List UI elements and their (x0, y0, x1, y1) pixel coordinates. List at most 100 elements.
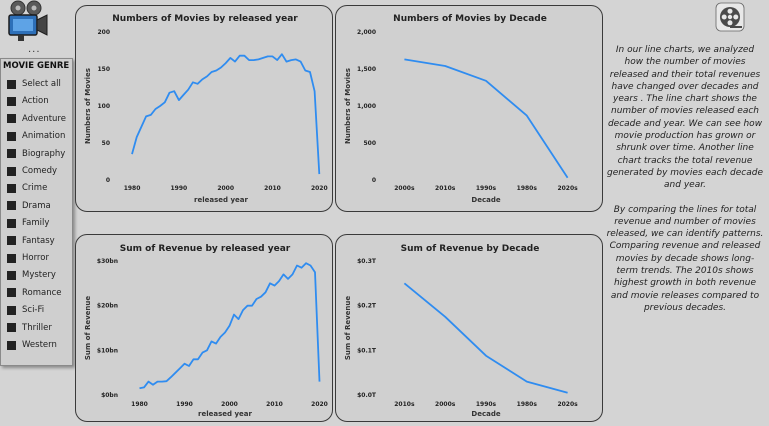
slicer-item-label: Thriller (22, 322, 52, 333)
slicer-item-label: Western (22, 340, 57, 350)
slicer-title: MOVIE GENRE (3, 61, 70, 71)
checkbox[interactable] (7, 253, 16, 263)
x-tick-label: 1990 (176, 401, 193, 408)
y-axis-label: Sum of Revenue (84, 296, 92, 360)
checkbox[interactable] (7, 305, 16, 315)
chart-revenue-by-decade[interactable]: Sum of Revenue by Decade $0.0T $0.1T $0.2T $… (335, 234, 603, 422)
checkbox[interactable] (7, 79, 16, 89)
checkbox[interactable] (7, 166, 16, 176)
x-tick-label: 2010 (264, 185, 281, 192)
y-tick-label: 2,000 (357, 29, 376, 36)
x-tick-label: 1990s (476, 185, 497, 192)
x-tick-label: 2020 (311, 401, 328, 408)
x-tick-label: 2000 (221, 401, 238, 408)
x-tick-label: 1990 (171, 185, 188, 192)
y-tick-label: 1,000 (357, 103, 376, 110)
checkbox[interactable] (7, 323, 16, 333)
x-tick-label: 1980 (124, 185, 141, 192)
chart-title: Numbers of Movies by Decade (393, 14, 547, 24)
slicer-item-adventure[interactable]: Adventure (7, 112, 66, 126)
slicer-item-label: Animation (22, 131, 66, 142)
x-axis-label: released year (198, 410, 252, 418)
x-tick-label: 1990s (476, 401, 497, 408)
checkbox[interactable] (7, 96, 16, 106)
x-tick-label: 2010 (266, 401, 283, 408)
y-tick-label: 200 (97, 29, 110, 36)
chart-title: Numbers of Movies by released year (112, 14, 298, 24)
checkbox[interactable] (7, 288, 16, 298)
slicer-item-label: Select all (22, 79, 61, 89)
slicer-item-biography[interactable]: Biography (7, 147, 65, 161)
x-tick-label: 1980s (517, 401, 538, 408)
x-tick-label: 2010s (435, 185, 456, 192)
chart-revenue-by-year[interactable]: Sum of Revenue by released year $0bn $10bn… (75, 234, 333, 422)
y-tick-label: 150 (97, 66, 110, 73)
x-tick-label: 2010s (394, 401, 415, 408)
y-tick-label: $10bn (97, 347, 118, 354)
slicer-item-action[interactable]: Action (7, 94, 49, 108)
checkbox[interactable] (7, 340, 16, 350)
checkbox[interactable] (7, 149, 16, 159)
genre-slicer: MOVIE GENRE Select all Action Adventure … (0, 58, 73, 366)
slicer-item-label: Fantasy (22, 235, 55, 246)
slicer-item-label: Mystery (22, 270, 56, 281)
movie-camera-icon (4, 0, 50, 42)
slicer-item-family[interactable]: Family (7, 216, 49, 230)
checkbox[interactable] (7, 131, 16, 141)
slicer-item-western[interactable]: Western (7, 338, 57, 352)
y-axis-label: Sum of Revenue (344, 296, 352, 360)
slicer-item-fantasy[interactable]: Fantasy (7, 234, 55, 248)
slicer-item-select-all[interactable]: Select all (7, 77, 61, 91)
x-axis-label: released year (194, 196, 248, 204)
y-tick-label: 1,500 (357, 66, 376, 73)
x-tick-label: 2020s (557, 185, 578, 192)
slicer-item-label: Sci-Fi (22, 305, 45, 316)
y-axis-label: Numbers of Movies (84, 68, 92, 144)
slicer-item-drama[interactable]: Drama (7, 199, 51, 213)
chart-movies-by-year[interactable]: Numbers of Movies by released year 0 50 100… (75, 5, 333, 212)
x-axis-label: Decade (471, 196, 500, 204)
slicer-item-label: Crime (22, 183, 48, 194)
slicer-item-horror[interactable]: Horror (7, 251, 49, 265)
chart-movies-by-year-plot: Numbers of Movies by released year 0 50 100… (84, 14, 328, 204)
checkbox[interactable] (7, 218, 16, 228)
slicer-item-crime[interactable]: Crime (7, 181, 47, 195)
checkbox[interactable] (7, 270, 16, 280)
y-tick-label: 0 (372, 177, 376, 184)
checkbox[interactable] (7, 183, 16, 193)
x-tick-label: 2000s (435, 401, 456, 408)
slicer-item-mystery[interactable]: Mystery (7, 268, 56, 282)
chart-title: Sum of Revenue by Decade (401, 244, 540, 254)
slicer-item-label: Adventure (22, 113, 66, 124)
slicer-item-label: Biography (22, 148, 66, 159)
description-paragraph-2: By comparing the lines for total revenue… (606, 204, 764, 313)
more-options-button[interactable]: ... (28, 44, 41, 55)
checkbox[interactable] (7, 201, 16, 211)
y-tick-label: $20bn (97, 303, 118, 310)
y-tick-label: $0bn (101, 392, 118, 399)
slicer-item-sci-fi[interactable]: Sci-Fi (7, 303, 44, 317)
chart-revenue-by-decade-plot: Sum of Revenue by Decade $0.0T $0.1T $0.2T $… (344, 244, 578, 418)
chart-movies-by-decade-plot: Numbers of Movies by Decade 0 500 1,000 1,50… (344, 14, 578, 204)
slicer-item-label: Comedy (22, 166, 58, 176)
slicer-item-comedy[interactable]: Comedy (7, 164, 57, 178)
slicer-item-label: Action (22, 96, 49, 107)
x-axis-label: Decade (471, 410, 500, 418)
slicer-item-romance[interactable]: Romance (7, 286, 62, 300)
checkbox[interactable] (7, 236, 16, 246)
y-tick-label: 50 (102, 140, 110, 147)
x-tick-label: 2020 (311, 185, 328, 192)
checkbox[interactable] (7, 114, 16, 124)
series-line (404, 58, 569, 179)
x-tick-label: 2000 (217, 185, 234, 192)
slicer-item-label: Drama (22, 200, 51, 211)
chart-movies-by-decade[interactable]: Numbers of Movies by Decade 0 500 1,000 1,50… (335, 5, 603, 212)
x-tick-label: 2020s (557, 401, 578, 408)
y-axis-label: Numbers of Movies (344, 68, 352, 144)
x-tick-label: 1980 (131, 401, 148, 408)
slicer-item-animation[interactable]: Animation (7, 129, 65, 143)
slicer-item-thriller[interactable]: Thriller (7, 321, 52, 335)
slicer-item-label: Horror (22, 253, 49, 263)
x-tick-label: 2000s (394, 185, 415, 192)
series-line (131, 53, 321, 175)
